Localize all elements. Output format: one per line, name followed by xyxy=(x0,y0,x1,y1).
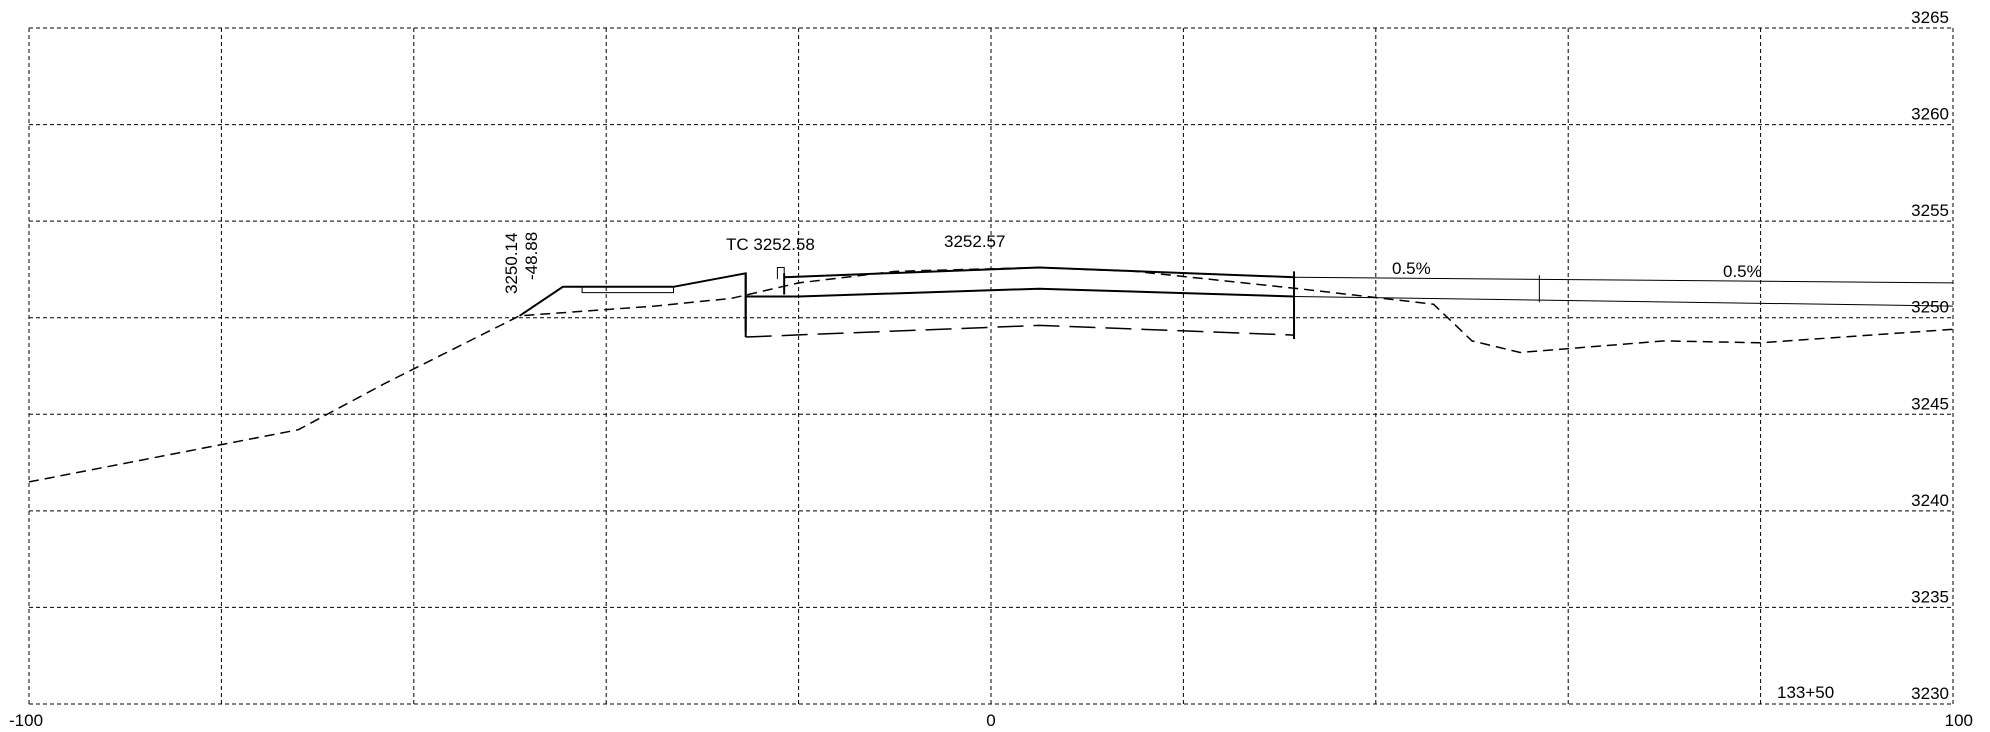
y-tick-label: 3250 xyxy=(1911,298,1949,317)
curb-outline xyxy=(776,267,785,280)
y-tick-label: 3235 xyxy=(1911,587,1949,606)
station-label: 133+50 xyxy=(1777,683,1834,702)
subgrade-line xyxy=(745,324,1295,338)
y-tick-label: 3245 xyxy=(1911,394,1949,413)
section-lines xyxy=(28,266,1954,483)
y-tick-labels: 3230 3235 3240 3245 3250 3255 3260 3265 xyxy=(1911,8,1949,703)
centerline-elevation-label: 3252.57 xyxy=(944,232,1005,251)
pavement-base-line xyxy=(745,287,1295,298)
y-tick-label: 3230 xyxy=(1911,684,1949,703)
x-tick-label: 100 xyxy=(1945,711,1973,730)
shoulder-bottom-line xyxy=(1293,296,1954,307)
catch-point-offset-label: -48.88 xyxy=(522,232,541,280)
y-tick-label: 3260 xyxy=(1911,105,1949,124)
shoulder-top-line xyxy=(1293,276,1954,284)
y-tick-label: 3240 xyxy=(1911,491,1949,510)
slope-label: 0.5% xyxy=(1723,262,1762,281)
design-slope-line xyxy=(519,272,747,332)
slope-label: 0.5% xyxy=(1392,259,1431,278)
y-tick-label: 3265 xyxy=(1911,8,1949,27)
grid-lines xyxy=(28,27,1954,705)
x-tick-labels: -100 0 100 xyxy=(9,711,1973,730)
pavement-surface-line xyxy=(784,266,1295,279)
x-tick-label: 0 xyxy=(986,711,995,730)
y-tick-label: 3255 xyxy=(1911,201,1949,220)
x-tick-label: -100 xyxy=(9,711,43,730)
catch-point-elevation-label: 3250.14 xyxy=(502,233,521,294)
ditch-outline xyxy=(581,286,674,294)
top-of-curb-label: TC 3252.58 xyxy=(726,235,815,254)
